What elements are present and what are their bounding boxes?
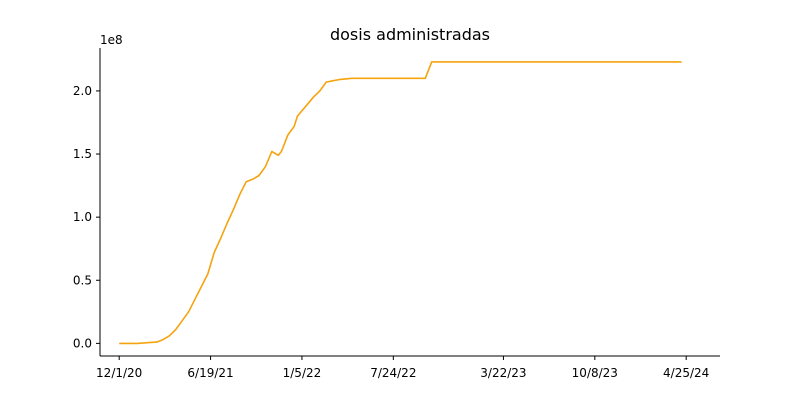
y-tick-label: 0.0	[73, 336, 92, 350]
y-axis-ticks: 0.0 0.5 1.0 1.5 2.0	[73, 84, 100, 350]
x-tick-label: 4/25/24	[663, 366, 709, 380]
x-axis-ticks: 12/1/20 6/19/21 1/5/22 7/24/22 3/22/23 10/8/2…	[96, 356, 709, 380]
x-tick-label: 10/8/23	[572, 366, 618, 380]
chart-title: dosis administradas	[330, 25, 490, 44]
y-tick-label: 0.5	[73, 273, 92, 287]
x-tick-label: 12/1/20	[96, 366, 142, 380]
x-tick-label: 7/24/22	[370, 366, 416, 380]
series-line	[119, 61, 682, 345]
plot-area	[119, 61, 682, 345]
y-tick-label: 1.5	[73, 147, 92, 161]
x-tick-label: 6/19/21	[187, 366, 233, 380]
x-tick-label: 3/22/23	[480, 366, 526, 380]
y-tick-label: 2.0	[73, 84, 92, 98]
y-tick-label: 1.0	[73, 210, 92, 224]
y-offset-label: 1e8	[100, 33, 123, 47]
x-tick-label: 1/5/22	[283, 366, 322, 380]
